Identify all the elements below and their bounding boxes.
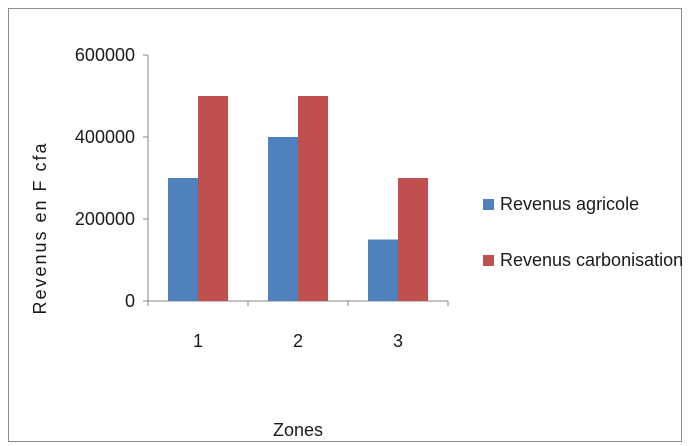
x-tick-label: 3 xyxy=(393,331,403,351)
legend-label: Revenus agricole xyxy=(500,194,639,214)
y-tick-label: 0 xyxy=(125,291,135,311)
x-tick-label: 1 xyxy=(193,331,203,351)
bar-revenus-agricole-zone-2 xyxy=(268,137,298,301)
chart-frame xyxy=(8,8,682,442)
y-tick-labels: 0 200000 400000 600000 xyxy=(75,45,135,311)
y-tick-label: 600000 xyxy=(75,45,135,65)
bar-revenus-carbonisation-zone-1 xyxy=(198,96,228,301)
y-axis-title: Revenus en F cfa xyxy=(30,141,50,314)
bar-revenus-carbonisation-zone-2 xyxy=(298,96,328,301)
bar-revenus-carbonisation-zone-3 xyxy=(398,178,428,301)
y-tick-label: 200000 xyxy=(75,209,135,229)
x-tick-labels: 1 2 3 xyxy=(193,331,403,351)
y-tick-label: 400000 xyxy=(75,127,135,147)
x-axis-title: Zones xyxy=(273,420,323,440)
bar-revenus-agricole-zone-3 xyxy=(368,239,398,301)
legend: Revenus agricole Revenus carbonisation xyxy=(483,194,683,270)
legend-swatch xyxy=(483,199,494,210)
legend-label: Revenus carbonisation xyxy=(500,250,683,270)
x-tick-label: 2 xyxy=(293,331,303,351)
legend-swatch xyxy=(483,255,494,266)
bar-revenus-agricole-zone-1 xyxy=(168,178,198,301)
bars xyxy=(168,96,428,301)
